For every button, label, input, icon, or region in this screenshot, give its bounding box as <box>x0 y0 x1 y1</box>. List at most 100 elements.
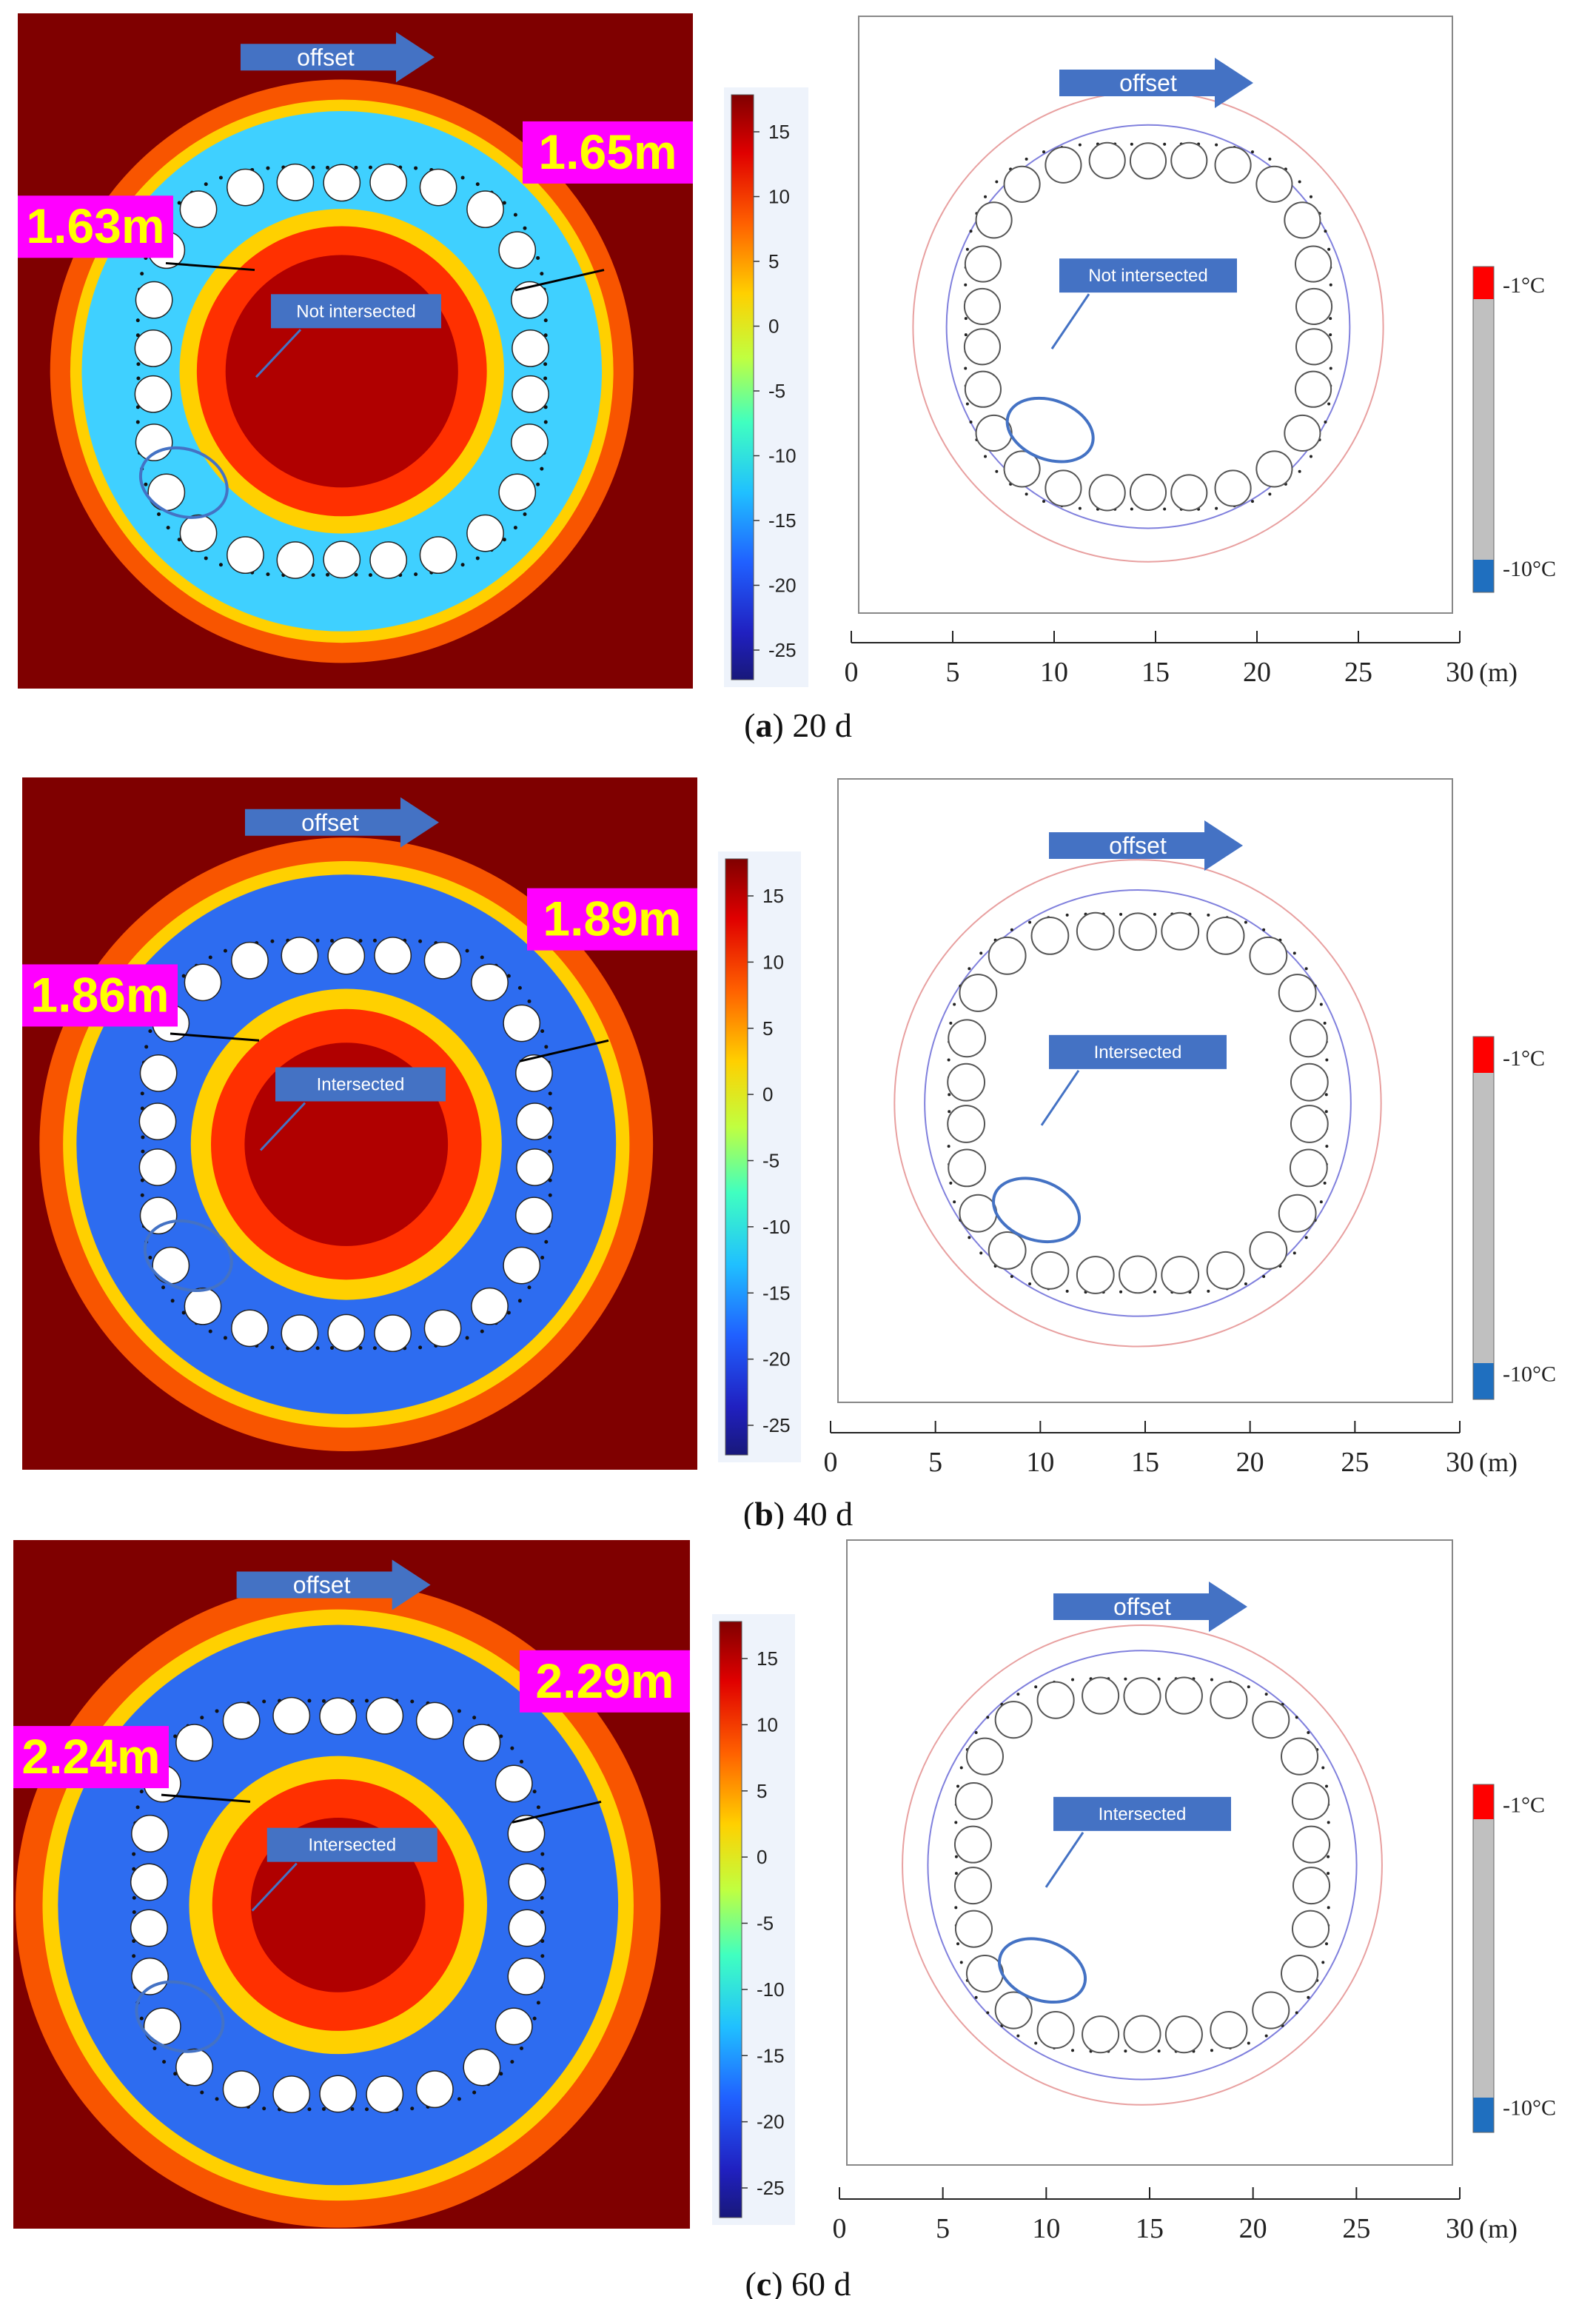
pile <box>366 1696 404 1735</box>
freeze-pipe-dot <box>315 938 320 943</box>
legend-top-label: -1°C <box>1503 1046 1545 1071</box>
freeze-pipe-dot <box>1244 1282 1247 1286</box>
freeze-pipe-dot <box>208 1329 212 1333</box>
axis-tick: 25 <box>1341 1447 1369 1478</box>
freeze-pipe-dot <box>173 2072 178 2076</box>
axis-tick: 20 <box>1239 2213 1267 2244</box>
isotherm-diagram <box>846 1539 1453 2166</box>
freeze-pipe-dot <box>964 367 968 370</box>
freeze-pipe-dot <box>1210 1678 1213 1681</box>
freeze-pipe-dot <box>965 247 969 251</box>
freeze-pipe-dot <box>540 466 544 471</box>
pile <box>511 424 549 461</box>
pile <box>1088 474 1126 512</box>
freeze-pipe-dot <box>372 938 377 943</box>
freeze-pipe-dot <box>1207 1289 1210 1293</box>
freeze-pipe-dot <box>1309 195 1312 198</box>
right-callout-text: Not intersected <box>1088 266 1207 286</box>
freeze-pipe-dot <box>162 2060 167 2064</box>
freeze-pipe-dot <box>520 1759 524 1764</box>
freeze-pipe-dot <box>181 974 186 978</box>
right-dimension-line <box>519 1039 609 1063</box>
freeze-pipe-dot <box>270 939 275 943</box>
isotherm-minus1 <box>893 859 1382 1348</box>
axis-tick: 10 <box>1026 1447 1054 1478</box>
axis-tick: 20 <box>1236 1447 1264 1478</box>
axis-tick: 20 <box>1243 657 1271 688</box>
pile <box>494 1764 533 1803</box>
freeze-pipe-dot <box>135 318 140 323</box>
freeze-pipe-dot <box>140 1193 144 1197</box>
freeze-pipe-dot <box>954 1821 958 1824</box>
pile <box>515 1054 553 1092</box>
pile <box>494 2007 533 2046</box>
pile <box>272 2075 311 2113</box>
freeze-pipe-dot <box>1078 506 1082 510</box>
pile <box>948 1019 987 1058</box>
pile <box>959 974 998 1012</box>
freeze-pipe-dot <box>510 2060 514 2064</box>
pile <box>954 1910 993 1948</box>
freeze-pipe-dot <box>270 1345 275 1350</box>
pile <box>508 1909 546 1947</box>
colorbar-tick: -20 <box>762 1348 791 1371</box>
axis-tick: 15 <box>1131 1447 1159 1478</box>
panel-caption: (c) 60 d <box>745 2265 851 2299</box>
freeze-pipe-dot <box>215 2097 219 2101</box>
right-ellipse <box>1005 396 1095 464</box>
freeze-pipe-dot <box>475 556 480 560</box>
pile <box>1292 1867 1331 1905</box>
right-dimension: 2.29m <box>512 1650 690 1824</box>
pile <box>415 1701 454 1740</box>
left-dimension: 2.24m <box>13 1726 251 1803</box>
freeze-pipe-dot <box>1329 317 1332 321</box>
pile <box>1119 1255 1157 1294</box>
freeze-pipe-dot <box>1244 920 1247 924</box>
freeze-pipe-dot <box>1034 1685 1038 1689</box>
freeze-pipe-dot <box>475 182 480 187</box>
freeze-pipe-dot <box>465 948 469 953</box>
colorbar-tick: -5 <box>762 1150 779 1172</box>
pile <box>179 190 218 229</box>
right-dimension-value: 1.89m <box>543 891 681 946</box>
pile <box>507 1815 546 1853</box>
freeze-pipe-dot <box>532 2016 537 2021</box>
pile <box>1170 141 1208 179</box>
freeze-pipe-dot <box>974 1730 978 1734</box>
temperature-map <box>18 13 693 689</box>
freeze-pipe-dot <box>307 2107 312 2112</box>
freeze-pipe-dot <box>1292 951 1296 955</box>
freeze-pipe-dot <box>1324 1784 1328 1788</box>
freeze-pipe-dot <box>215 1709 219 1713</box>
pile <box>138 1148 177 1186</box>
freeze-pipe-dot <box>520 2046 524 2050</box>
pile <box>423 1309 462 1348</box>
freeze-pipe-dot <box>964 317 968 321</box>
pile <box>415 2070 454 2109</box>
freeze-pipe-dot <box>311 573 315 578</box>
axis-tick: 25 <box>1344 657 1372 688</box>
colorbar-tick: -5 <box>757 1913 774 1935</box>
freeze-pipe-dot <box>979 951 983 955</box>
pile <box>374 1314 412 1353</box>
freeze-pipe-dot <box>1010 928 1013 931</box>
freeze-pipe-dot <box>1324 1942 1328 1946</box>
pile <box>1292 1825 1331 1864</box>
pile <box>323 164 361 202</box>
freeze-pipe-dot <box>1298 469 1301 473</box>
pile <box>1082 2015 1120 2054</box>
freeze-pipe-dot <box>969 420 973 424</box>
freeze-pipe-dot <box>460 175 465 180</box>
pile <box>369 163 408 201</box>
pile <box>139 1054 178 1092</box>
pile <box>222 1701 261 1740</box>
freeze-pipe-dot <box>984 455 988 458</box>
pile <box>953 1825 993 1864</box>
freeze-pipe-dot <box>536 482 540 486</box>
freeze-pipe-dot <box>517 1299 522 1303</box>
pile <box>471 1287 509 1325</box>
axis-unit: (m) <box>1479 657 1518 687</box>
pile <box>138 1102 177 1140</box>
freeze-pipe-dot <box>954 1872 958 1875</box>
left-ellipse <box>143 1219 233 1293</box>
